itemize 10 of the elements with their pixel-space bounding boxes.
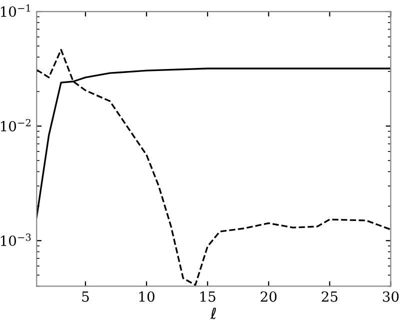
x-tick-label: 10 (139, 291, 154, 302)
x-tick-label: 15 (200, 291, 216, 302)
x-tick-label: 5 (82, 292, 89, 302)
x-tick-label: 25 (322, 291, 338, 302)
x-axis-title: ℓ (210, 308, 216, 320)
y-tick-label: 10$^{−3}$ (0, 234, 31, 246)
y-tick-label: 10$^{−1}$ (0, 4, 30, 17)
x-tick-label: 20 (260, 291, 277, 302)
y-tick-label: 10$^{−2}$ (0, 118, 30, 132)
x-tick-label: 30 (382, 291, 399, 302)
